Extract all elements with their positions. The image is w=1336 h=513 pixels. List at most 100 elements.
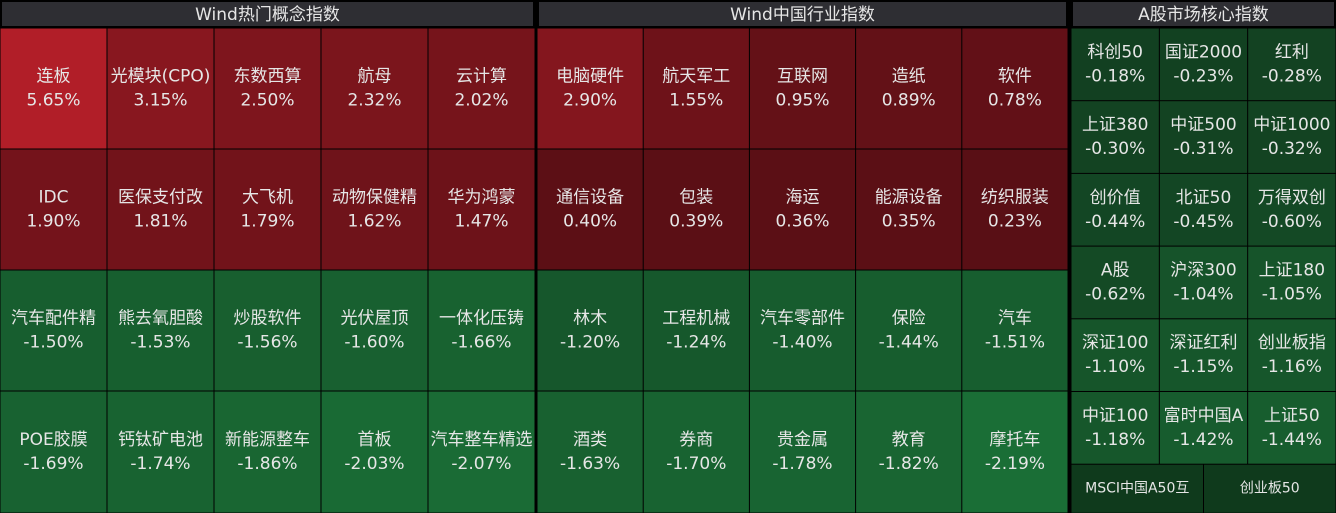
tile-name: 保险	[892, 309, 926, 329]
tile-value: -1.44%	[879, 333, 939, 353]
tile	[428, 149, 535, 270]
tile-value: -1.40%	[772, 333, 832, 353]
tile	[1071, 464, 1203, 513]
tile	[214, 391, 321, 513]
tile-value: -1.66%	[451, 333, 511, 353]
tile-name: 汽车	[998, 309, 1032, 329]
tile-name: 中证1000	[1253, 115, 1330, 135]
tile	[107, 270, 214, 391]
tile	[321, 149, 428, 270]
tile	[1071, 392, 1159, 464]
tile-value: 0.23%	[988, 212, 1042, 232]
tile-value: -1.10%	[1085, 357, 1145, 377]
tile-name: 汽车零部件	[760, 309, 845, 329]
tile	[1159, 173, 1248, 246]
tile-name: 连板	[37, 67, 71, 87]
tile-value: -1.56%	[237, 333, 297, 353]
tile-value: -1.15%	[1173, 357, 1233, 377]
tile-value: 1.81%	[133, 212, 187, 232]
tile	[856, 28, 962, 149]
tile-name: 大飞机	[242, 188, 293, 208]
tile	[643, 270, 749, 391]
tile	[962, 270, 1068, 391]
tile-value: -0.31%	[1173, 139, 1233, 159]
tile-value: -0.18%	[1085, 66, 1145, 86]
tile-name: MSCI中国A50互	[1085, 481, 1189, 497]
tile-value: -1.82%	[879, 454, 939, 474]
tile	[962, 28, 1068, 149]
tile-value: 1.62%	[347, 212, 401, 232]
tile	[214, 28, 321, 149]
tile-value: 0.36%	[775, 212, 829, 232]
tile-name: 国证2000	[1165, 42, 1242, 62]
tile-value: -1.86%	[237, 454, 297, 474]
tile	[643, 391, 749, 513]
tile-value: -1.44%	[1262, 430, 1322, 450]
tile-name: 炒股软件	[234, 309, 302, 329]
tile-value: -0.44%	[1085, 212, 1145, 232]
tile-value: -1.53%	[130, 333, 190, 353]
tile-name: 创业板50	[1240, 481, 1300, 497]
tile-name: IDC	[39, 188, 69, 208]
tile-value: -2.03%	[344, 454, 404, 474]
tile-name: 中证500	[1170, 115, 1236, 135]
tile-value: -1.70%	[666, 454, 726, 474]
tile	[0, 270, 107, 391]
tile	[0, 149, 107, 270]
tile-value: 0.95%	[775, 91, 829, 111]
tile-name: 深证红利	[1170, 333, 1238, 353]
tile-name: 钙钛矿电池	[118, 430, 203, 450]
tile-value: 1.47%	[454, 212, 508, 232]
tile-value: -0.28%	[1262, 66, 1322, 86]
tile-value: 1.79%	[240, 212, 294, 232]
tile-name: 林木	[573, 309, 607, 329]
tile-value: -1.63%	[560, 454, 620, 474]
tile-value: -1.78%	[772, 454, 832, 474]
tile-name: 科创50	[1087, 42, 1143, 62]
tile	[749, 28, 856, 149]
tile	[643, 149, 749, 270]
panel-title: A股市场核心指数	[1138, 5, 1269, 25]
tile-name: 贵金属	[777, 430, 828, 450]
tile-name: 上证380	[1082, 115, 1148, 135]
tile	[537, 270, 643, 391]
tile-name: 医保支付改	[118, 188, 203, 208]
tile-value: 0.35%	[882, 212, 936, 232]
tile-name: 富时中国A	[1164, 406, 1244, 426]
tile-name: 首板	[358, 430, 392, 450]
tile-name: A股	[1101, 260, 1130, 280]
tile-name: 包装	[679, 188, 713, 208]
tile	[0, 391, 107, 513]
tile-value: 0.89%	[882, 91, 936, 111]
panel-header	[539, 2, 1066, 26]
panel-title: Wind热门概念指数	[195, 4, 340, 25]
tile	[856, 270, 962, 391]
tile-value: -1.42%	[1173, 430, 1233, 450]
tile	[1204, 464, 1336, 513]
tile-name: POE胶膜	[19, 430, 87, 450]
tile-name: 万得双创	[1258, 188, 1326, 208]
tile	[1159, 319, 1248, 391]
tile	[1071, 246, 1159, 319]
tile	[107, 149, 214, 270]
tile-value: -1.04%	[1173, 284, 1233, 304]
tile	[1071, 173, 1159, 246]
tile-value: -1.20%	[560, 333, 620, 353]
tile-name: 北证50	[1176, 188, 1232, 208]
tile-name: 汽车整车精选	[431, 430, 533, 450]
tile	[1248, 28, 1336, 101]
tile	[1248, 246, 1336, 319]
tile-name: 纺织服装	[981, 188, 1049, 208]
tile-name: 创业板指	[1258, 333, 1326, 353]
tile-name: 创价值	[1090, 188, 1141, 208]
tile-value: -1.74%	[130, 454, 190, 474]
tile-value: -1.24%	[666, 333, 726, 353]
tile-name: 东数西算	[234, 67, 302, 87]
tile	[1071, 319, 1159, 391]
panel-header	[2, 2, 533, 26]
tile-name: 上证50	[1264, 406, 1320, 426]
tile	[537, 391, 643, 513]
tile-name: 酒类	[573, 430, 607, 450]
tile	[428, 391, 535, 513]
